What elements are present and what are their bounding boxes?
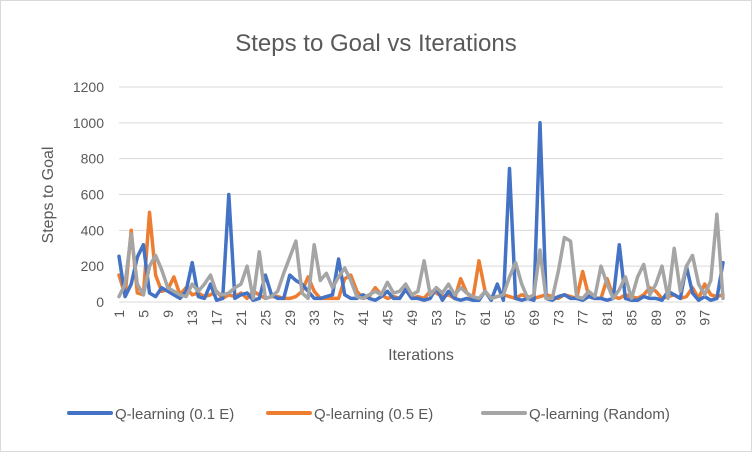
x-tick-label: 37	[331, 310, 347, 326]
series-lines	[117, 121, 725, 302]
x-axis-ticks: 1 5 9 13 17 21 25 29 33 37 41 45 49 53 57 61 65 69 73 77 81 8…	[111, 310, 713, 326]
y-tick-label: 1200	[73, 79, 104, 95]
gridlines	[119, 86, 723, 303]
x-axis-title: Iterations	[388, 347, 454, 364]
y-axis-ticks: 0 200 400 600 800 1000 1200	[73, 79, 104, 310]
x-tick-label: 25	[257, 310, 273, 326]
legend-label: Q-learning (0.1 E)	[115, 406, 234, 423]
series-line	[117, 121, 725, 302]
y-tick-label: 1000	[73, 115, 104, 131]
x-tick-label: 1	[111, 310, 127, 318]
x-tick-label: 5	[135, 310, 151, 318]
x-tick-label: 89	[648, 310, 664, 326]
x-tick-label: 77	[575, 310, 591, 326]
y-tick-label: 0	[96, 294, 104, 310]
y-axis-title: Steps to Goal	[40, 147, 57, 244]
x-tick-label: 97	[697, 310, 713, 326]
x-tick-label: 85	[623, 310, 639, 326]
x-tick-label: 61	[477, 310, 493, 326]
legend: Q-learning (0.1 E) Q-learning (0.5 E) Q-le…	[67, 406, 670, 423]
x-tick-label: 13	[184, 310, 200, 326]
y-tick-label: 800	[81, 151, 105, 167]
chart-title: Steps to Goal vs Iterations	[235, 30, 516, 57]
x-tick-label: 81	[599, 310, 615, 326]
x-tick-label: 17	[209, 310, 225, 326]
legend-label: Q-learning (Random)	[529, 406, 670, 423]
y-tick-label: 600	[81, 187, 105, 203]
x-tick-label: 53	[428, 310, 444, 326]
x-tick-label: 49	[404, 310, 420, 326]
legend-label: Q-learning (0.5 E)	[314, 406, 433, 423]
x-tick-label: 45	[379, 310, 395, 326]
y-tick-label: 400	[81, 222, 105, 238]
x-tick-label: 69	[526, 310, 542, 326]
x-tick-label: 9	[160, 310, 176, 318]
x-tick-label: 65	[501, 310, 517, 326]
y-tick-label: 200	[81, 258, 105, 274]
x-tick-label: 57	[453, 310, 469, 326]
x-tick-label: 29	[282, 310, 298, 326]
x-tick-label: 33	[306, 310, 322, 326]
x-tick-label: 73	[550, 310, 566, 326]
series-line	[117, 212, 725, 301]
x-tick-label: 93	[672, 310, 688, 326]
x-tick-label: 41	[355, 310, 371, 326]
x-tick-label: 21	[233, 310, 249, 326]
